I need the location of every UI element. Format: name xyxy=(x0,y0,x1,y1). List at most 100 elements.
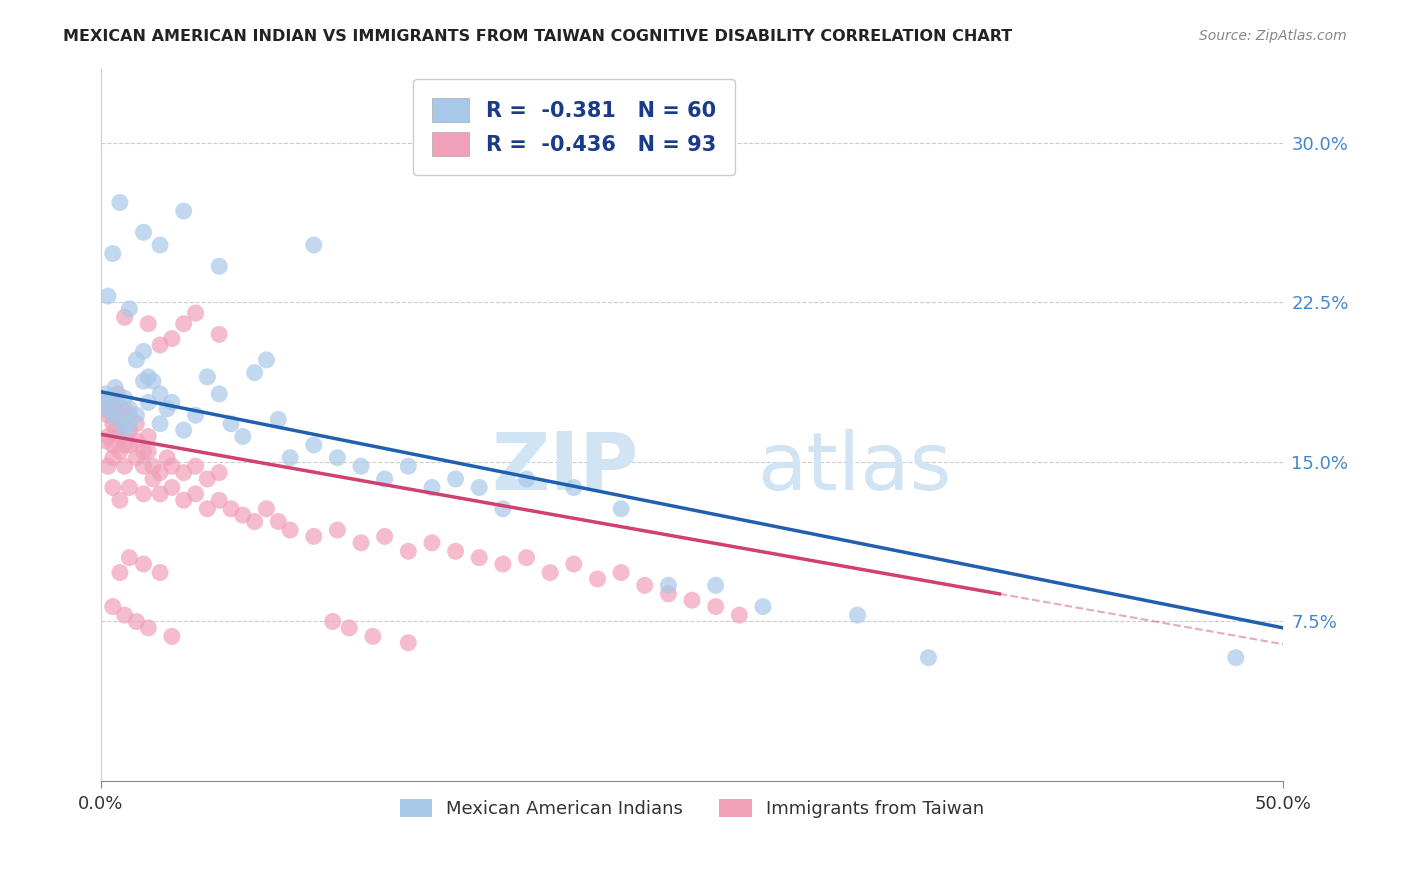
Point xyxy=(118,423,141,437)
Point xyxy=(160,459,183,474)
Point xyxy=(350,536,373,550)
Point xyxy=(208,387,231,401)
Point xyxy=(136,444,159,458)
Point xyxy=(492,501,515,516)
Point xyxy=(538,566,561,580)
Point xyxy=(917,650,939,665)
Point xyxy=(657,578,679,592)
Point xyxy=(97,408,120,422)
Point xyxy=(208,260,231,274)
Point xyxy=(108,566,131,580)
Point xyxy=(125,352,148,367)
Point xyxy=(136,370,159,384)
Point xyxy=(101,246,124,260)
Point xyxy=(118,401,141,416)
Point xyxy=(704,578,727,592)
Point xyxy=(173,466,195,480)
Point xyxy=(118,408,141,422)
Point xyxy=(468,481,491,495)
Point xyxy=(374,472,396,486)
Point xyxy=(97,429,120,443)
Point xyxy=(94,434,117,448)
Point xyxy=(278,450,301,465)
Point xyxy=(444,544,467,558)
Point xyxy=(704,599,727,614)
Point xyxy=(232,429,254,443)
Point xyxy=(94,395,117,409)
Point xyxy=(396,544,419,558)
Point xyxy=(136,395,159,409)
Point xyxy=(108,429,131,443)
Point xyxy=(195,472,218,486)
Point xyxy=(149,238,172,252)
Point xyxy=(107,387,129,401)
Point xyxy=(149,417,172,431)
Point xyxy=(149,338,172,352)
Point xyxy=(184,459,207,474)
Point xyxy=(156,450,179,465)
Point xyxy=(132,344,155,359)
Point xyxy=(728,608,751,623)
Point xyxy=(136,317,159,331)
Point xyxy=(160,395,183,409)
Point xyxy=(160,481,183,495)
Point xyxy=(219,501,242,516)
Point xyxy=(100,391,122,405)
Point xyxy=(350,459,373,474)
Point xyxy=(610,566,633,580)
Point xyxy=(108,412,131,426)
Point xyxy=(278,523,301,537)
Point xyxy=(267,515,290,529)
Point xyxy=(337,621,360,635)
Point xyxy=(160,629,183,643)
Point xyxy=(118,481,141,495)
Text: MEXICAN AMERICAN INDIAN VS IMMIGRANTS FROM TAIWAN COGNITIVE DISABILITY CORRELATI: MEXICAN AMERICAN INDIAN VS IMMIGRANTS FR… xyxy=(63,29,1012,44)
Point xyxy=(657,587,679,601)
Point xyxy=(132,487,155,501)
Point xyxy=(173,423,195,437)
Point xyxy=(125,434,148,448)
Point xyxy=(396,459,419,474)
Point xyxy=(125,408,148,422)
Point xyxy=(149,566,172,580)
Point xyxy=(173,204,195,219)
Point xyxy=(634,578,657,592)
Point xyxy=(195,501,218,516)
Point xyxy=(184,487,207,501)
Point xyxy=(149,387,172,401)
Point xyxy=(114,608,136,623)
Point xyxy=(173,317,195,331)
Point xyxy=(108,444,131,458)
Point xyxy=(1225,650,1247,665)
Point xyxy=(114,391,136,405)
Point xyxy=(562,481,585,495)
Point xyxy=(136,621,159,635)
Point xyxy=(108,493,131,508)
Point xyxy=(361,629,384,643)
Point xyxy=(374,529,396,543)
Point xyxy=(142,459,165,474)
Point xyxy=(267,412,290,426)
Point xyxy=(149,466,172,480)
Point xyxy=(114,423,136,437)
Point xyxy=(420,481,443,495)
Point xyxy=(118,438,141,452)
Point xyxy=(302,438,325,452)
Text: ZIP: ZIP xyxy=(492,428,638,507)
Point xyxy=(515,550,537,565)
Point xyxy=(114,438,136,452)
Point xyxy=(132,225,155,239)
Point xyxy=(104,423,127,437)
Point xyxy=(219,417,242,431)
Point xyxy=(101,450,124,465)
Point xyxy=(97,289,120,303)
Point xyxy=(562,557,585,571)
Point xyxy=(326,523,349,537)
Text: atlas: atlas xyxy=(756,428,952,507)
Point xyxy=(420,536,443,550)
Point xyxy=(208,327,231,342)
Point xyxy=(681,593,703,607)
Point xyxy=(101,408,124,422)
Point xyxy=(108,412,131,426)
Point xyxy=(107,395,129,409)
